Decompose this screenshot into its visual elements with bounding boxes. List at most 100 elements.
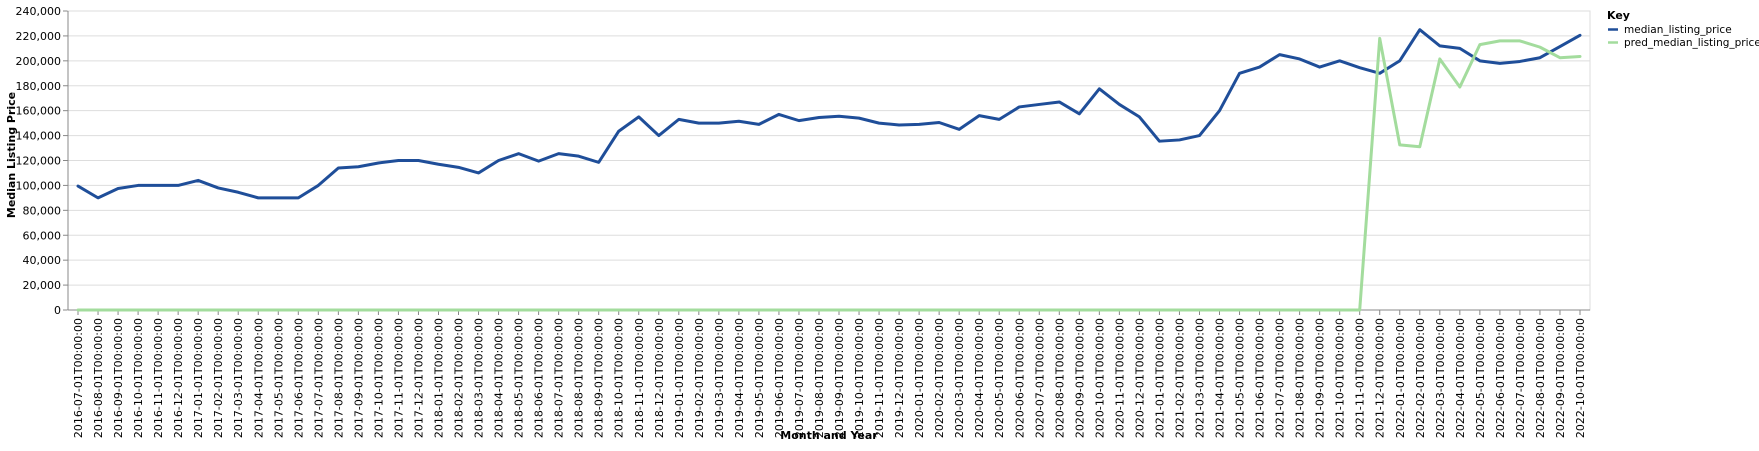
data-point-pred_median_listing_price xyxy=(1158,309,1160,311)
data-point-pred_median_listing_price xyxy=(497,309,499,311)
data-point-median_listing_price xyxy=(1238,72,1240,74)
x-tick-label: 2022-01-01T00:00:00 xyxy=(1394,318,1407,438)
data-point-median_listing_price xyxy=(1459,47,1461,49)
data-point-pred_median_listing_price xyxy=(1439,58,1441,60)
x-tick-label: 2020-07-01T00:00:00 xyxy=(1033,318,1046,438)
x-tick-label: 2022-06-01T00:00:00 xyxy=(1494,318,1507,438)
data-point-median_listing_price xyxy=(337,167,339,169)
data-point-median_listing_price xyxy=(537,160,539,162)
data-point-median_listing_price xyxy=(1379,72,1381,74)
x-tick-label: 2016-07-01T00:00:00 xyxy=(72,318,85,438)
x-tick-label: 2021-06-01T00:00:00 xyxy=(1254,318,1267,438)
data-point-pred_median_listing_price xyxy=(1258,309,1260,311)
x-tick-label: 2017-03-01T00:00:00 xyxy=(232,318,245,438)
x-tick-label: 2021-09-01T00:00:00 xyxy=(1314,318,1327,438)
x-tick-label: 2021-07-01T00:00:00 xyxy=(1274,318,1287,438)
legend-label-median_listing_price: median_listing_price xyxy=(1624,24,1732,36)
series-line-pred_median_listing_price xyxy=(76,36,1582,312)
x-tick-label: 2016-08-01T00:00:00 xyxy=(92,318,105,438)
data-point-median_listing_price xyxy=(1358,66,1360,68)
x-tick-label: 2019-03-01T00:00:00 xyxy=(713,318,726,438)
x-tick-label: 2020-08-01T00:00:00 xyxy=(1053,318,1066,438)
x-tick-label: 2019-06-01T00:00:00 xyxy=(773,318,786,438)
x-tick-label: 2018-03-01T00:00:00 xyxy=(473,318,486,438)
legend-label-pred_median_listing_price: pred_median_listing_price xyxy=(1624,37,1759,49)
x-tick-label: 2020-11-01T00:00:00 xyxy=(1113,318,1126,438)
data-point-median_listing_price xyxy=(718,122,720,124)
x-tick-label: 2019-12-01T00:00:00 xyxy=(893,318,906,438)
x-tick-label: 2020-05-01T00:00:00 xyxy=(993,318,1006,438)
data-point-pred_median_listing_price xyxy=(297,309,299,311)
data-point-pred_median_listing_price xyxy=(618,309,620,311)
data-point-pred_median_listing_price xyxy=(818,309,820,311)
data-point-pred_median_listing_price xyxy=(1198,309,1200,311)
y-tick-label: 160,000 xyxy=(16,105,62,118)
data-point-median_listing_price xyxy=(1439,45,1441,47)
data-point-median_listing_price xyxy=(1419,28,1421,30)
data-point-median_listing_price xyxy=(1399,60,1401,62)
x-tick-label: 2017-11-01T00:00:00 xyxy=(392,318,405,438)
data-point-median_listing_price xyxy=(497,159,499,161)
x-tick-label: 2017-02-01T00:00:00 xyxy=(212,318,225,438)
data-point-pred_median_listing_price xyxy=(1358,309,1360,311)
x-tick-label: 2022-08-01T00:00:00 xyxy=(1534,318,1547,438)
data-point-median_listing_price xyxy=(77,185,79,187)
data-point-pred_median_listing_price xyxy=(1499,40,1501,42)
data-point-pred_median_listing_price xyxy=(1459,86,1461,88)
data-point-median_listing_price xyxy=(758,123,760,125)
data-point-pred_median_listing_price xyxy=(798,309,800,311)
data-point-pred_median_listing_price xyxy=(1479,43,1481,45)
data-point-median_listing_price xyxy=(1098,88,1100,90)
y-tick-label: 40,000 xyxy=(23,254,62,267)
y-tick-label: 0 xyxy=(54,304,61,317)
data-point-median_listing_price xyxy=(437,163,439,165)
x-tick-label: 2019-09-01T00:00:00 xyxy=(833,318,846,438)
x-tick-label: 2018-07-01T00:00:00 xyxy=(553,318,566,438)
x-tick-label: 2021-01-01T00:00:00 xyxy=(1153,318,1166,438)
y-tick-labels: 0 20,000 40,000 60,000 80,000 100,000 120,000 1… xyxy=(16,5,62,317)
data-point-median_listing_price xyxy=(1078,113,1080,115)
data-point-pred_median_listing_price xyxy=(217,309,219,311)
data-point-pred_median_listing_price xyxy=(597,309,599,311)
data-point-median_listing_price xyxy=(597,161,599,163)
data-point-median_listing_price xyxy=(277,197,279,199)
x-tick-label: 2018-02-01T00:00:00 xyxy=(453,318,466,438)
y-axis-title: Median Listing Price xyxy=(5,92,18,218)
x-tick-label: 2019-11-01T00:00:00 xyxy=(873,318,886,438)
x-tick-label: 2018-04-01T00:00:00 xyxy=(493,318,506,438)
data-point-median_listing_price xyxy=(197,179,199,181)
data-point-pred_median_listing_price xyxy=(1539,46,1541,48)
data-point-pred_median_listing_price xyxy=(678,309,680,311)
data-point-median_listing_price xyxy=(918,123,920,125)
data-point-median_listing_price xyxy=(457,166,459,168)
x-tick-label: 2020-12-01T00:00:00 xyxy=(1133,318,1146,438)
x-tick-label: 2021-05-01T00:00:00 xyxy=(1234,318,1247,438)
x-tick-label: 2019-02-01T00:00:00 xyxy=(693,318,706,438)
data-point-median_listing_price xyxy=(638,116,640,118)
x-axis-title: Month and Year xyxy=(780,429,878,442)
data-point-median_listing_price xyxy=(1018,106,1020,108)
data-point-median_listing_price xyxy=(1298,58,1300,60)
data-point-median_listing_price xyxy=(357,166,359,168)
data-point-median_listing_price xyxy=(297,197,299,199)
x-tick-label: 2019-10-01T00:00:00 xyxy=(853,318,866,438)
y-tick-label: 240,000 xyxy=(16,5,62,18)
data-point-pred_median_listing_price xyxy=(477,309,479,311)
data-point-pred_median_listing_price xyxy=(738,309,740,311)
x-tick-label: 2021-11-01T00:00:00 xyxy=(1354,318,1367,438)
x-tick-label: 2020-06-01T00:00:00 xyxy=(1013,318,1026,438)
data-point-median_listing_price xyxy=(778,113,780,115)
x-tick-label: 2016-11-01T00:00:00 xyxy=(152,318,165,438)
data-point-median_listing_price xyxy=(1118,103,1120,105)
legend: Key median_listing_pricepred_median_list… xyxy=(1607,9,1759,49)
data-point-median_listing_price xyxy=(898,124,900,126)
data-point-median_listing_price xyxy=(938,121,940,123)
x-tick-label: 2018-12-01T00:00:00 xyxy=(653,318,666,438)
data-point-median_listing_price xyxy=(157,184,159,186)
data-point-pred_median_listing_price xyxy=(417,309,419,311)
data-point-median_listing_price xyxy=(958,128,960,130)
data-point-pred_median_listing_price xyxy=(1078,309,1080,311)
x-tick-label: 2022-03-01T00:00:00 xyxy=(1434,318,1447,438)
data-point-pred_median_listing_price xyxy=(638,309,640,311)
